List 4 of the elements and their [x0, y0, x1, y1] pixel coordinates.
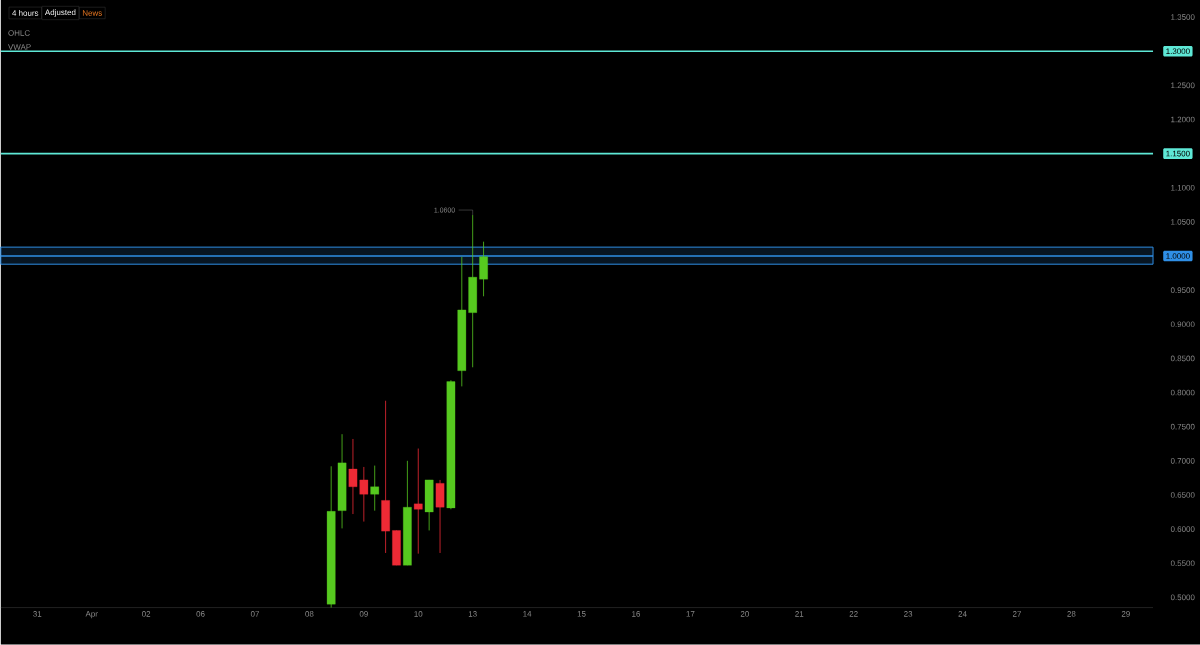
candlestick [413, 448, 423, 555]
candlestick [479, 241, 488, 297]
candlestick [370, 465, 380, 512]
candlestick [435, 479, 445, 554]
